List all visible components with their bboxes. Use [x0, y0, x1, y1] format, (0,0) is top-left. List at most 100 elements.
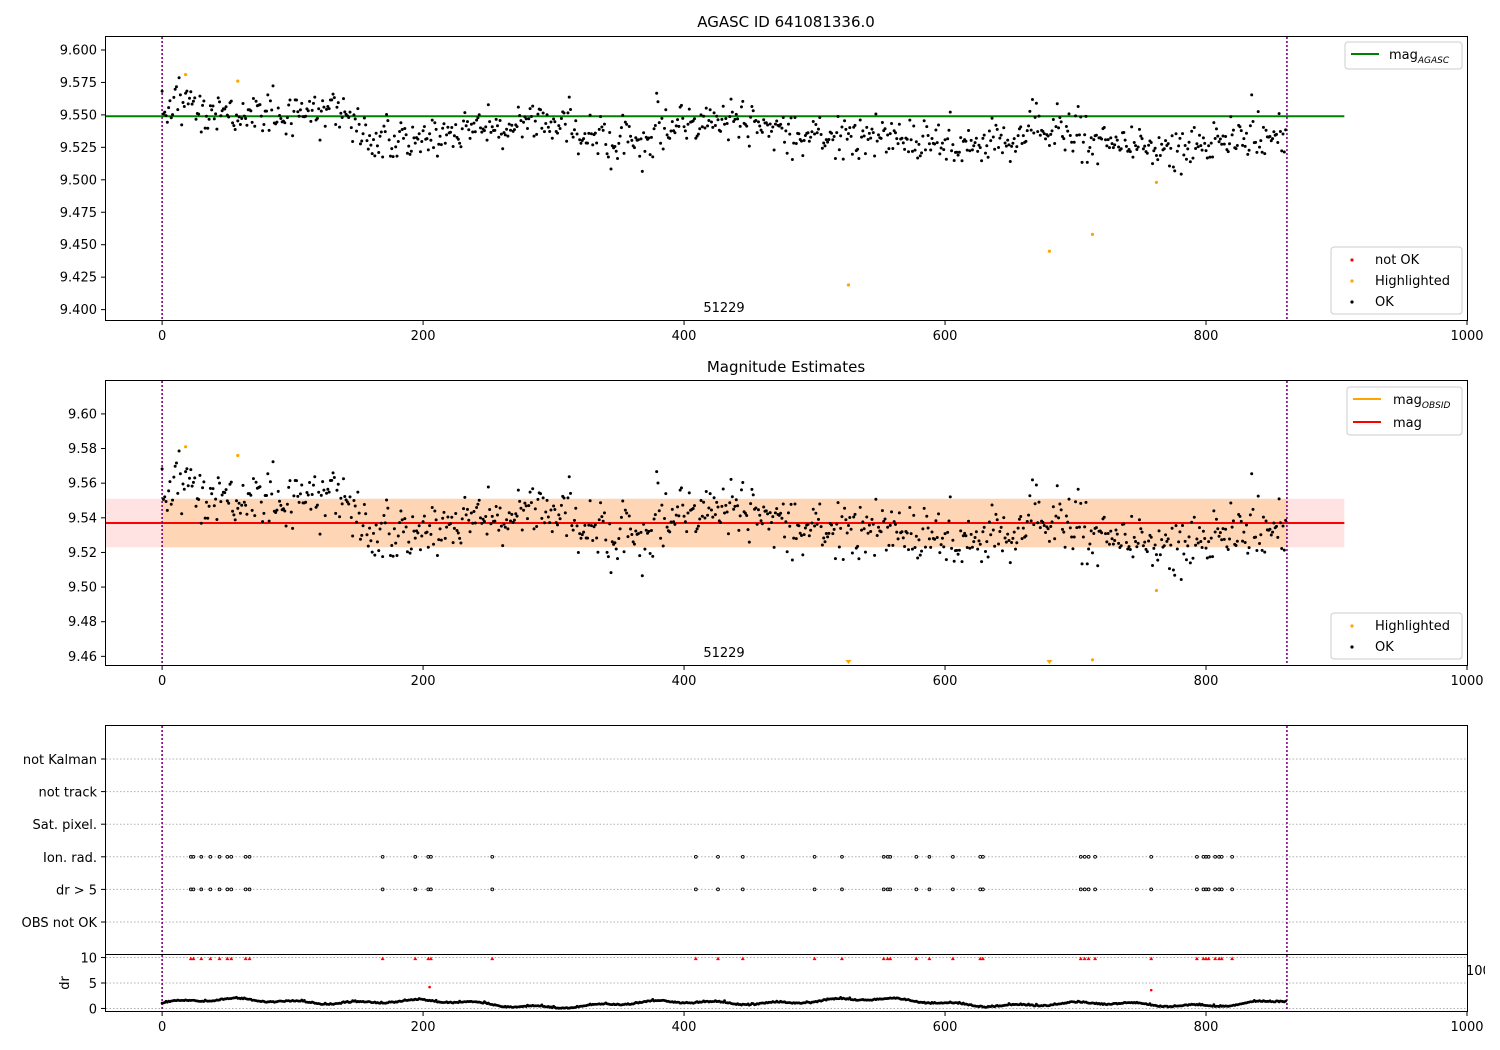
mag-ok-point: [1136, 541, 1140, 545]
mag-ok-point: [351, 534, 355, 538]
flag-point: [716, 854, 720, 859]
agasc-ok-point: [1046, 134, 1050, 138]
mag-ok-point: [319, 493, 323, 497]
mag-ok-point: [890, 510, 894, 514]
mag-ok-point: [1234, 543, 1238, 547]
mag-ok-point: [412, 529, 416, 533]
mag-ok-point: [287, 485, 291, 489]
mag-ok-point: [1041, 520, 1045, 524]
mag-ok-point: [194, 504, 198, 508]
agasc-ok-point: [905, 137, 909, 141]
agasc-ok-point: [224, 105, 228, 109]
agasc-ok-point: [813, 132, 817, 136]
mag-ok-point: [797, 524, 801, 528]
agasc-ok-point: [826, 140, 830, 144]
agasc-ok-point: [595, 141, 599, 145]
agasc-ok-point: [970, 148, 974, 152]
agasc-ok-point: [218, 100, 222, 104]
dr-flag-marker: [426, 956, 431, 961]
agasc-ok-point: [968, 149, 972, 153]
mag-ok-point: [485, 532, 489, 536]
agasc-ok-point: [432, 146, 436, 150]
mag-highlighted-point: [1090, 658, 1095, 662]
agasc-ok-point: [676, 118, 680, 122]
mag-ok-point: [279, 503, 283, 507]
agasc-ok-point: [520, 135, 524, 139]
dr-xtick-label: 200: [411, 1020, 436, 1035]
dr-flag-marker: [1213, 956, 1218, 961]
mag-ok-point: [275, 508, 279, 512]
mag-ok-point: [588, 499, 592, 503]
mag-ok-point: [669, 520, 673, 524]
flag-point: [1213, 854, 1218, 859]
mag-ok-point: [503, 525, 507, 529]
dr-flag-marker: [881, 956, 886, 961]
agasc-point-legend: not OK Highlighted OK: [1330, 246, 1463, 315]
mag-ok-point: [848, 515, 852, 519]
dr-flag-marker: [1082, 956, 1087, 961]
agasc-ok-point: [1113, 143, 1117, 147]
agasc-ok-point: [830, 131, 834, 135]
mag-ok-point: [760, 522, 764, 526]
mag-ok-point: [305, 490, 309, 494]
mag-ok-point: [819, 525, 823, 529]
mag-ok-point: [614, 547, 618, 551]
agasc-ok-point: [980, 159, 984, 163]
flag-point: [927, 854, 932, 859]
agasc-ok-point: [1092, 138, 1096, 142]
mag-ok-point: [1276, 535, 1280, 539]
agasc-ok-point: [1087, 149, 1091, 153]
agasc-ok-point: [338, 125, 342, 129]
agasc-ok-point: [1033, 115, 1037, 119]
mag-ok-point: [959, 529, 963, 533]
agasc-ok-point: [789, 116, 793, 120]
agasc-ok-point: [632, 146, 636, 150]
mag-ok-point: [297, 500, 301, 504]
dr-flag-marker: [188, 956, 193, 961]
mag-ok-point: [867, 523, 871, 527]
agasc-ok-point: [642, 131, 646, 135]
agasc-ok-point: [922, 119, 926, 123]
mag-ok-point: [216, 476, 220, 480]
agasc-ok-point: [934, 128, 938, 132]
agasc-ok-point: [1006, 138, 1010, 142]
agasc-ok-point: [719, 129, 723, 133]
agasc-xtick-label: 200: [411, 329, 436, 344]
agasc-ok-point: [793, 116, 797, 120]
mag-ok-point: [1164, 533, 1168, 537]
mag-ok-point: [1067, 497, 1071, 501]
mag-ok-point: [627, 514, 631, 518]
mag-ok-point: [674, 513, 678, 517]
agasc-ok-point: [428, 132, 432, 136]
agasc-ok-point: [771, 125, 775, 129]
agasc-ok-point: [779, 122, 783, 126]
agasc-ok-point: [403, 127, 407, 131]
mag-ok-point: [707, 506, 711, 510]
agasc-ok-point: [229, 99, 233, 103]
agasc-ok-point: [629, 134, 633, 138]
mag-ok-point: [1107, 542, 1111, 546]
mag-ok-point: [554, 521, 558, 525]
mag-ok-point: [780, 516, 784, 520]
mag-ok-point: [677, 514, 681, 518]
mag-ok-point: [691, 506, 695, 510]
agasc-ok-point: [840, 125, 844, 129]
mag-ok-point: [339, 496, 343, 500]
legend-ok: OK: [1375, 295, 1394, 310]
agasc-ok-point: [399, 121, 403, 125]
agasc-ok-point: [918, 154, 922, 158]
agasc-ok-point: [1246, 152, 1250, 156]
mag-ok-point: [317, 490, 321, 494]
mag-ok-point: [484, 514, 488, 518]
agasc-ok-point: [211, 104, 215, 108]
agasc-ok-point: [969, 138, 973, 142]
mag-ok-point: [566, 496, 570, 500]
mag-ok-point: [704, 490, 708, 494]
mag-ok-point: [768, 511, 772, 515]
flag-point: [225, 854, 230, 859]
mag-ok-point: [822, 536, 826, 540]
mag-ytick-label: 9.52: [68, 546, 97, 561]
agasc-ok-point: [1132, 141, 1136, 145]
mag-ok-point: [792, 536, 796, 540]
agasc-ok-point: [1015, 145, 1019, 149]
